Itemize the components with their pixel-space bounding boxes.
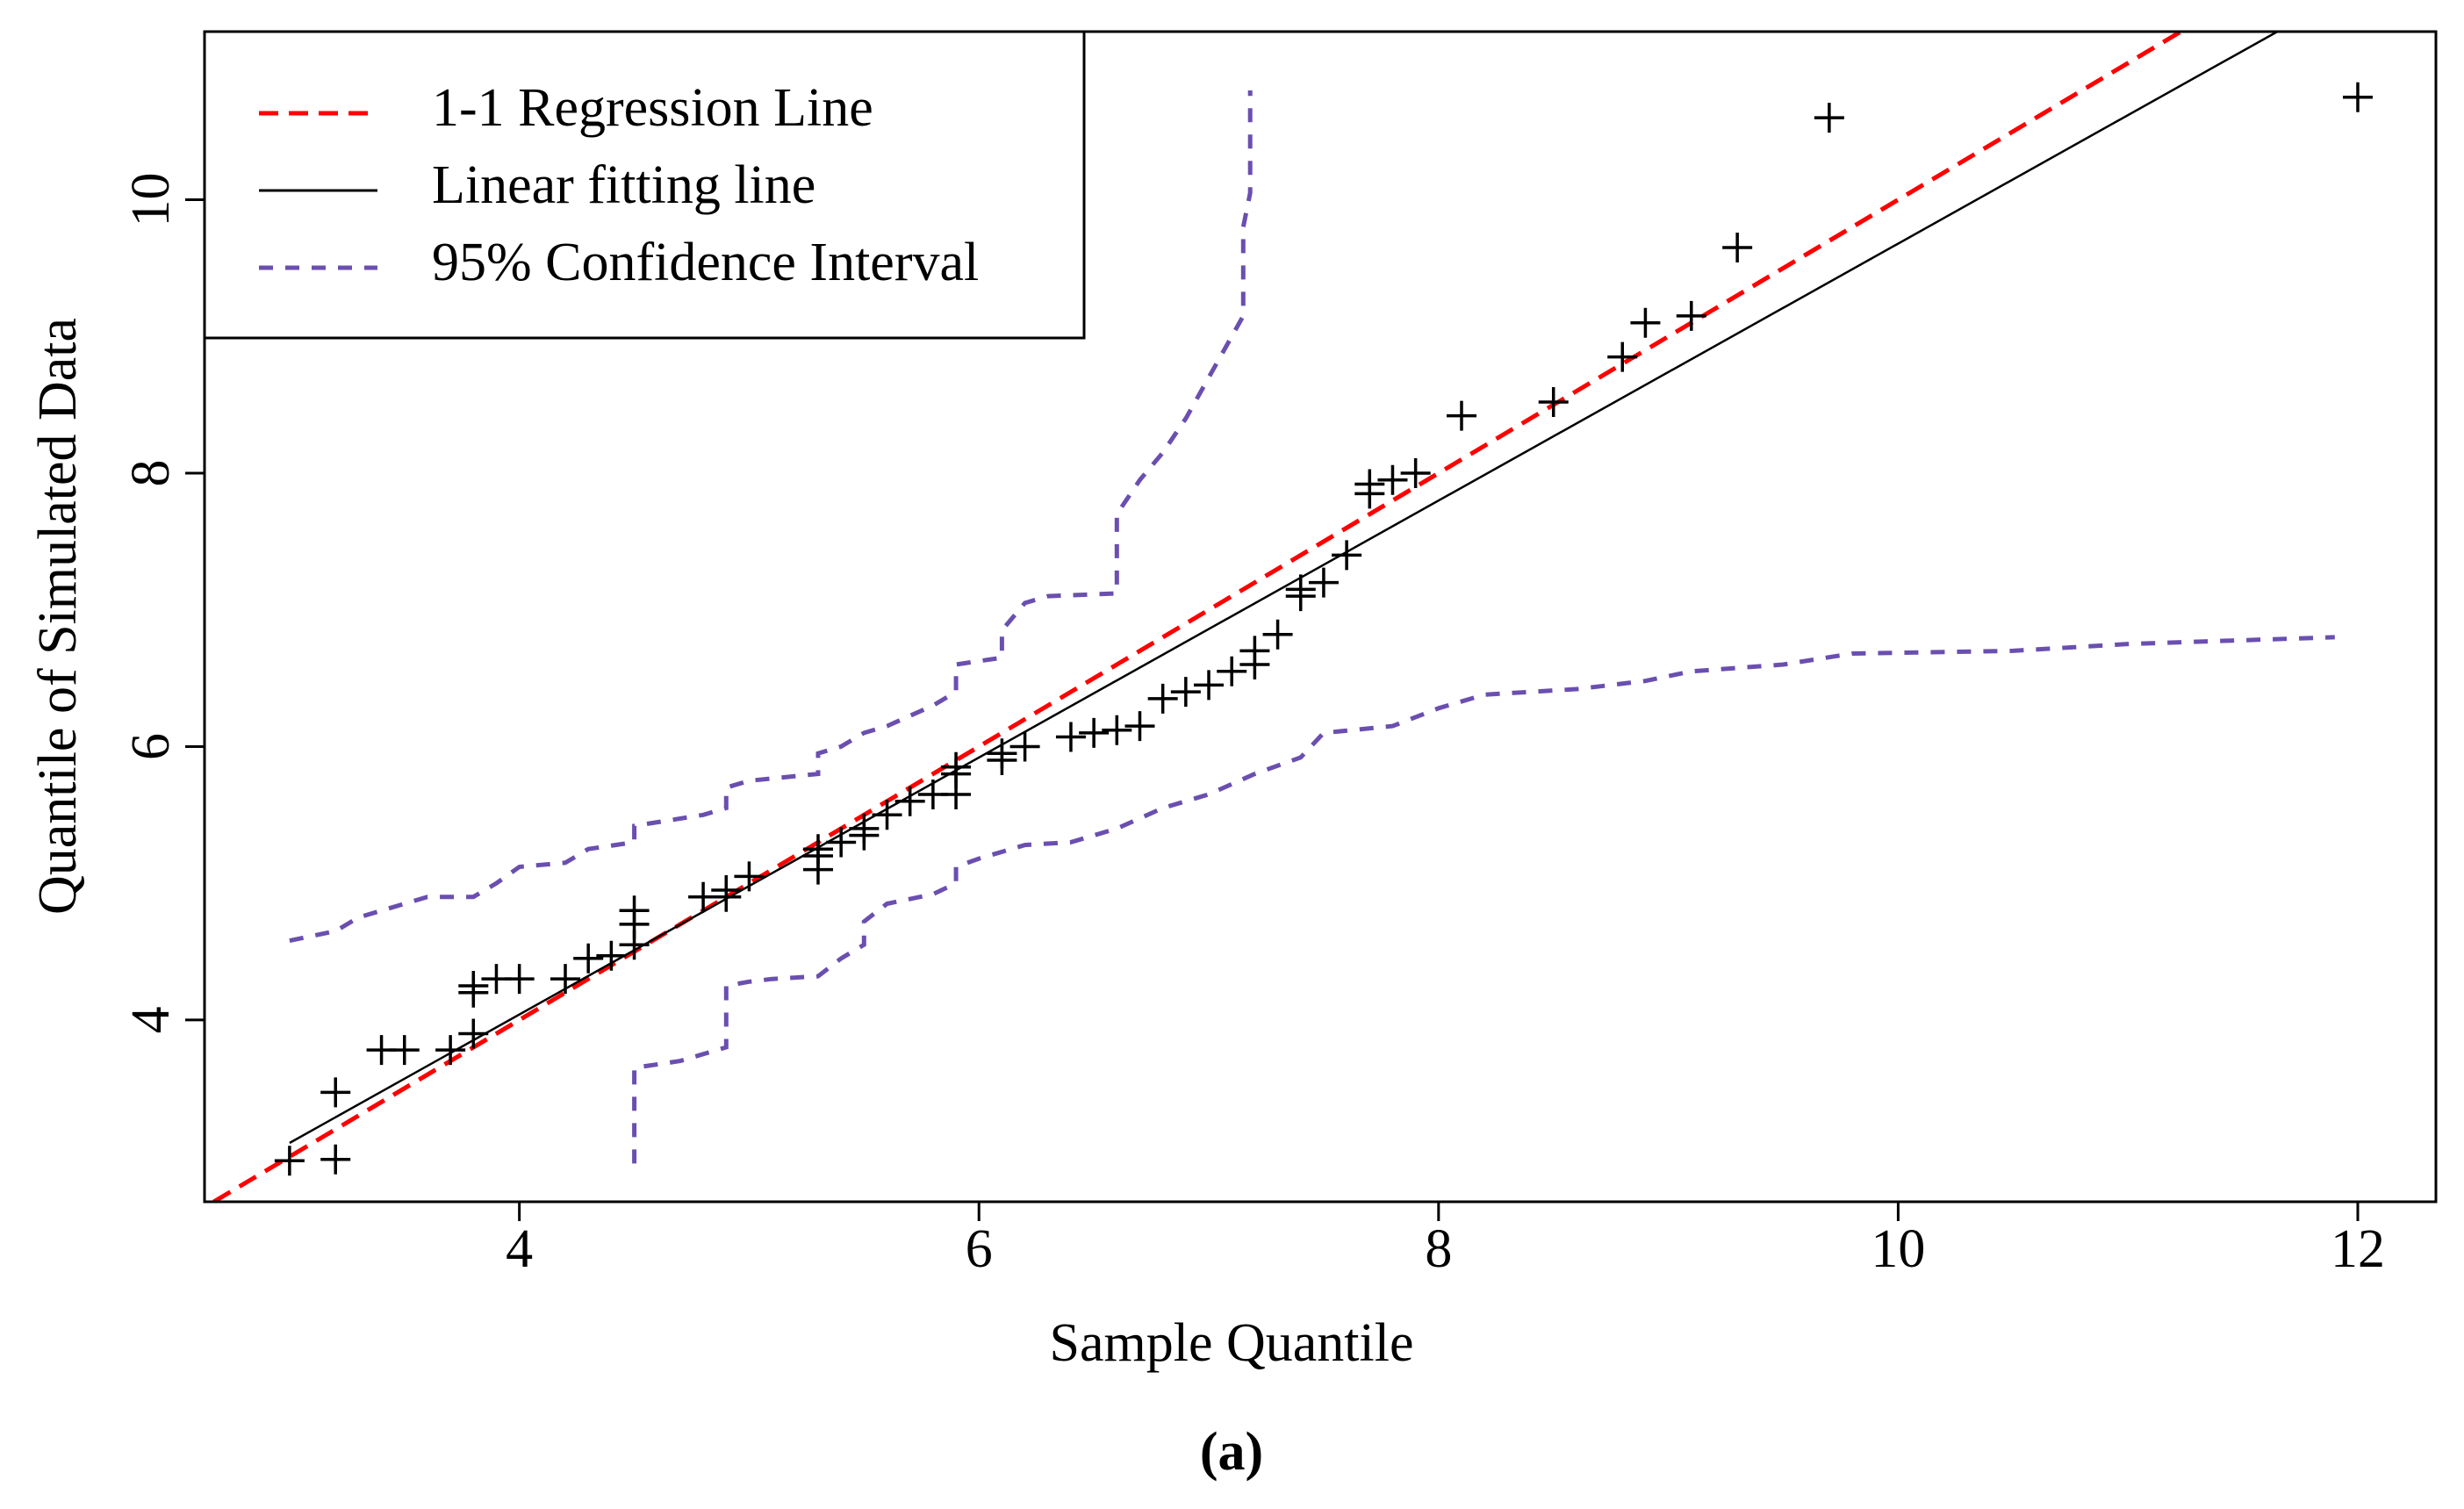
point — [1262, 619, 1293, 650]
point — [550, 964, 581, 995]
point — [435, 1035, 466, 1066]
legend-label: 95% Confidence Interval — [432, 233, 979, 292]
x-tick-label: 4 — [506, 1219, 533, 1279]
point — [504, 964, 535, 995]
point — [320, 1077, 351, 1108]
point — [1055, 722, 1086, 752]
point — [2342, 82, 2373, 112]
plot-frame — [203, 30, 2438, 1204]
point — [458, 970, 489, 1001]
point — [1332, 540, 1362, 571]
legend-label: 1-1 Regression Line — [432, 78, 873, 138]
point — [872, 800, 902, 830]
series-line — [289, 90, 2335, 1164]
point — [596, 940, 627, 971]
caption: (a) — [1200, 1422, 1263, 1482]
point — [619, 895, 650, 926]
point — [1239, 636, 1270, 666]
point — [826, 827, 857, 858]
point — [389, 1035, 420, 1066]
point — [1217, 656, 1247, 686]
point — [1377, 464, 1408, 495]
point — [1147, 683, 1178, 714]
y-tick-label: 4 — [121, 1006, 181, 1033]
point — [1676, 300, 1706, 331]
point — [1607, 341, 1638, 372]
series-line — [289, 32, 2279, 1145]
point — [1194, 670, 1225, 701]
series-line — [212, 32, 2182, 1202]
point — [941, 751, 972, 782]
point — [1308, 567, 1339, 598]
point — [1447, 400, 1476, 431]
point — [734, 861, 765, 892]
point — [711, 874, 742, 905]
y-axis-label: Quantile of Simulated Data — [28, 318, 88, 915]
y-tick-label: 8 — [121, 459, 181, 486]
point — [1400, 457, 1431, 488]
x-tick-label: 10 — [1871, 1219, 1925, 1279]
point — [1124, 711, 1155, 742]
plot-area — [212, 32, 2373, 1202]
point — [849, 813, 880, 844]
point — [1102, 715, 1132, 745]
x-axis-label: Sample Quantile — [1050, 1313, 1414, 1373]
point — [1538, 387, 1569, 418]
point — [1354, 469, 1385, 499]
point — [894, 786, 925, 816]
point — [1722, 233, 1753, 263]
x-tick-label: 8 — [1425, 1219, 1452, 1279]
point — [1170, 677, 1201, 708]
point — [573, 943, 604, 974]
point — [320, 1144, 351, 1175]
point — [1630, 307, 1661, 338]
point — [1285, 574, 1316, 605]
point — [458, 1018, 489, 1049]
point — [1079, 717, 1110, 748]
point — [1814, 103, 1844, 133]
y-tick-label: 10 — [121, 173, 181, 227]
x-tick-label: 6 — [966, 1219, 993, 1279]
legend-label: Linear fitting line — [432, 155, 815, 215]
y-tick-label: 6 — [121, 733, 181, 760]
point — [274, 1146, 305, 1176]
point — [1009, 731, 1040, 762]
point — [987, 738, 1017, 769]
legend-box — [203, 30, 1086, 340]
point — [802, 834, 833, 865]
x-tick-label: 12 — [2331, 1219, 2385, 1279]
